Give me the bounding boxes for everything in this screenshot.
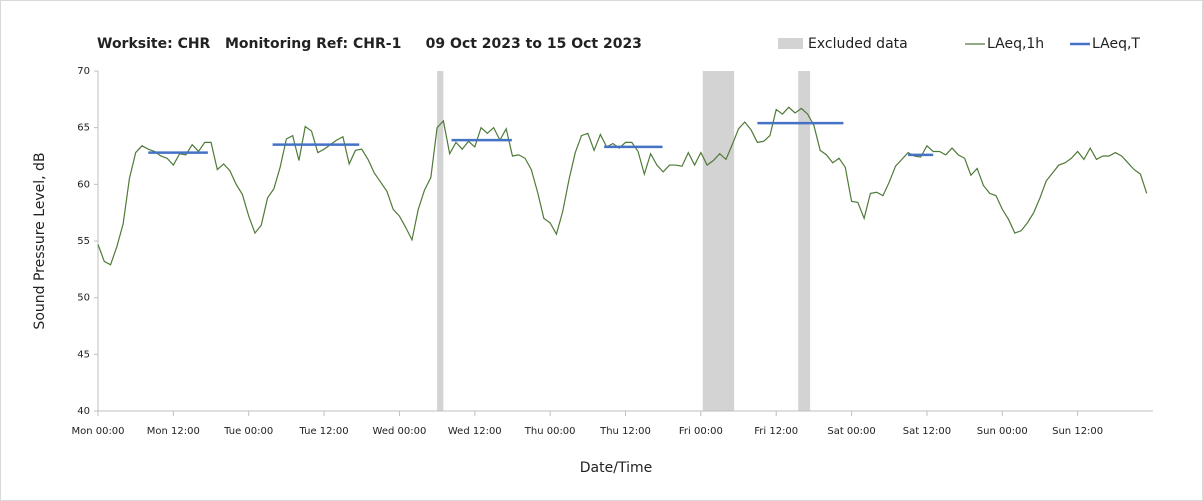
x-tick-label: Thu 00:00 (524, 426, 576, 437)
y-axis-label: Sound Pressure Level, dB (32, 152, 48, 329)
line-series (97, 106, 1148, 266)
x-tick-label: Mon 12:00 (147, 426, 200, 437)
x-tick-label: Sun 00:00 (977, 426, 1028, 437)
legend-label: LAeq,1h (987, 36, 1044, 52)
excluded-band (702, 71, 735, 411)
y-tick-label: 50 (77, 293, 90, 304)
excluded-band (798, 71, 811, 411)
chart-title: Worksite: CHR Monitoring Ref: CHR-1 09 O… (97, 36, 642, 52)
x-tick-label: Tue 12:00 (299, 426, 349, 437)
x-tick-label: Wed 12:00 (448, 426, 502, 437)
x-tick-label: Sat 00:00 (827, 426, 875, 437)
y-tick-label: 55 (77, 236, 90, 247)
x-tick-label: Sun 12:00 (1052, 426, 1103, 437)
x-tick-label: Sat 12:00 (903, 426, 951, 437)
x-tick-label: Tue 00:00 (223, 426, 273, 437)
y-tick-label: 60 (77, 179, 90, 190)
y-tick-label: 40 (77, 406, 90, 417)
x-tick-label: Mon 00:00 (71, 426, 124, 437)
x-axis-label: Date/Time (580, 460, 652, 476)
x-tick-label: Fri 12:00 (754, 426, 798, 437)
excluded-band (437, 71, 444, 411)
y-tick-label: 45 (77, 349, 90, 360)
x-tick-label: Wed 00:00 (373, 426, 427, 437)
legend-label: LAeq,T (1092, 36, 1140, 52)
x-tick-label: Thu 12:00 (599, 426, 651, 437)
y-tick-label: 70 (77, 66, 90, 77)
legend-label: Excluded data (808, 36, 908, 52)
x-tick-label: Fri 00:00 (679, 426, 723, 437)
legend-swatch (778, 38, 803, 49)
y-tick-label: 65 (77, 123, 90, 134)
